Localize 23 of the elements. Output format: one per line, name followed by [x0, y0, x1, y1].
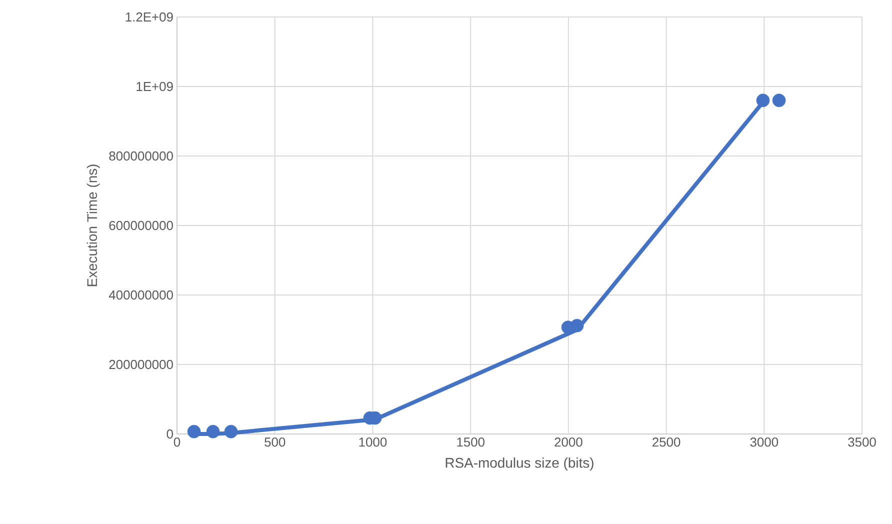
- y-tick-label: 1.2E+09: [126, 12, 173, 22]
- y-tick-label: 800000000: [109, 151, 173, 161]
- x-tick-label: 3000: [750, 438, 778, 447]
- y-tick-label: 0: [166, 429, 173, 439]
- point: [772, 94, 786, 108]
- x-tick-label: 2500: [652, 438, 680, 447]
- y-axis-title: Execution Time (ns): [86, 164, 100, 286]
- y-tick-label: 400000000: [108, 290, 173, 300]
- point: [756, 94, 770, 108]
- x-tick-label: 3500: [848, 438, 876, 447]
- y-tick-label: 1E+09: [136, 82, 173, 92]
- x-tick-label: 2000: [554, 438, 582, 447]
- x-tick-label: 1000: [359, 438, 387, 447]
- x-tick-label: 500: [264, 438, 286, 447]
- x-tick-label: 0: [174, 438, 180, 447]
- point: [570, 318, 584, 332]
- point: [187, 424, 201, 438]
- point: [224, 424, 238, 438]
- y-tick-label: 600000000: [109, 220, 173, 230]
- x-axis-title: RSA-modulus size (bits): [446, 458, 594, 471]
- x-tick-label: 1500: [457, 438, 484, 447]
- point: [206, 424, 220, 438]
- y-tick-label: 200000000: [109, 360, 173, 370]
